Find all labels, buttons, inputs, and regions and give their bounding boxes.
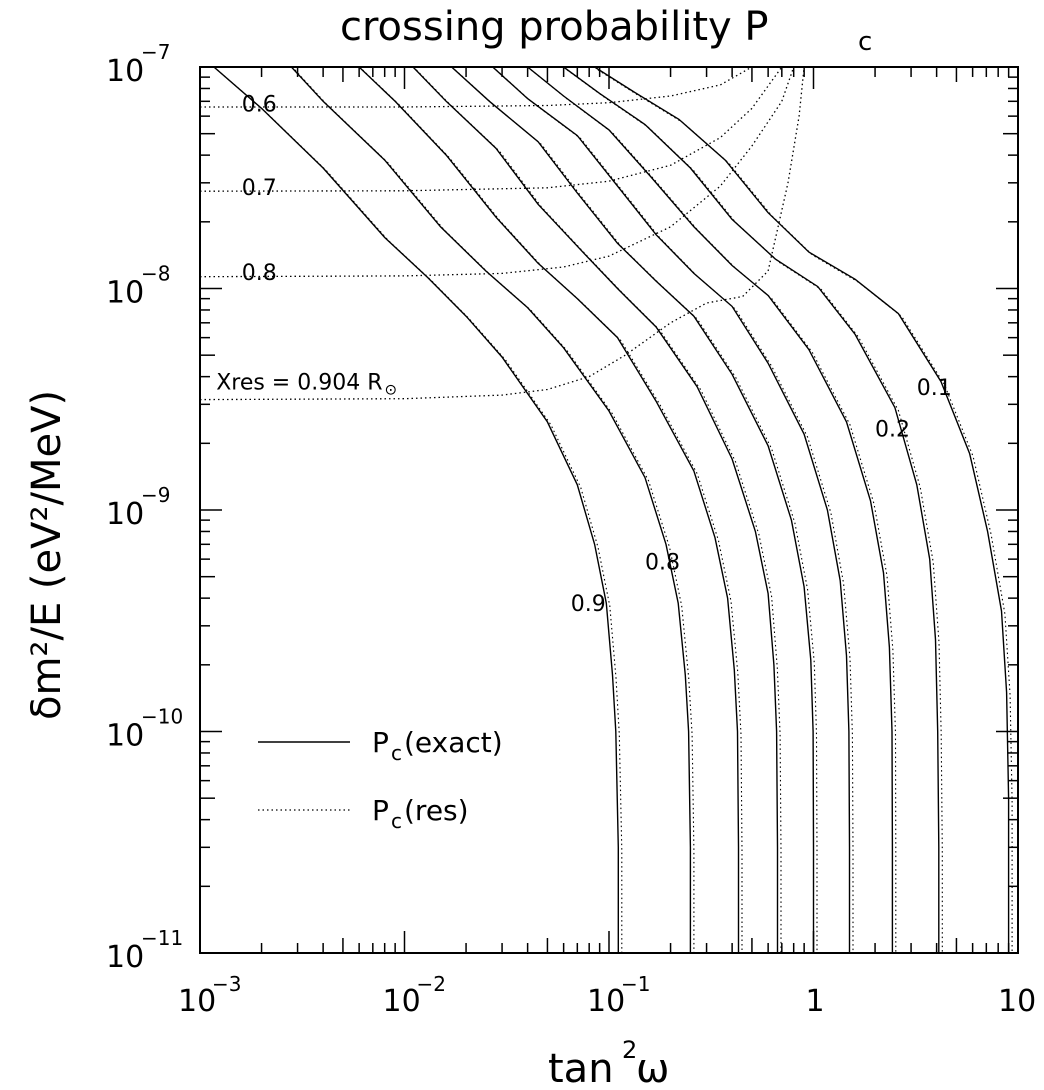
pc-exact-curve-2 xyxy=(358,67,740,953)
sun-symbol: ⊙ xyxy=(385,380,398,398)
chart-title-text: crossing probability P xyxy=(340,4,769,50)
x-tick-label: 10 xyxy=(587,984,625,1019)
y-tick-label: 10 xyxy=(106,719,144,754)
x-tick-label-exponent: −3 xyxy=(212,972,241,996)
x-tick-label: 10 xyxy=(178,984,216,1019)
pc-res-curve-3 xyxy=(416,69,782,953)
pc-res-curve-4 xyxy=(454,69,818,953)
pc-exact-curve-0 xyxy=(213,67,619,953)
curve-label: 0.7 xyxy=(242,176,277,201)
chart-title: crossing probability P c xyxy=(340,4,872,57)
xres-curve-0 xyxy=(200,67,753,108)
pc-exact-curve-3 xyxy=(412,67,779,953)
y-tick-label: 10 xyxy=(106,497,144,532)
curve-annotations: 0.6 0.7 0.8 Xres = 0.904 R ⊙ 0.9 0.8 0.2 0.1 xyxy=(216,92,952,617)
x-tick-label: 1 xyxy=(806,984,825,1019)
pc-res-curve-8 xyxy=(597,69,1013,953)
legend-label: P xyxy=(372,794,389,827)
curve-label: 0.8 xyxy=(645,550,680,575)
y-tick-label-exponent: −8 xyxy=(141,262,170,286)
legend-label-tail: (exact) xyxy=(404,726,503,759)
legend-label-tail: (res) xyxy=(404,794,469,827)
pc-exact-curves xyxy=(213,67,1013,953)
curve-label: 0.1 xyxy=(917,376,952,401)
pc-exact-curve-8 xyxy=(594,67,1010,953)
x-tick-label-exponent: −2 xyxy=(417,972,446,996)
legend-label: P xyxy=(372,726,389,759)
xres-curve-2 xyxy=(200,67,795,278)
y-tick-label: 10 xyxy=(106,940,144,975)
pc-res-curve-6 xyxy=(530,69,897,953)
curve-label: 0.9 xyxy=(571,592,606,617)
x-axis-label-text: tan xyxy=(548,1046,614,1090)
pc-exact-curve-1 xyxy=(290,67,692,953)
curve-label: 0.6 xyxy=(242,92,277,117)
y-tick-label-exponent: −11 xyxy=(141,926,183,950)
pc-exact-curve-4 xyxy=(451,67,815,953)
y-tick-label-exponent: −9 xyxy=(141,483,170,507)
legend-label-subscript: c xyxy=(391,741,402,765)
pc-exact-curve-6 xyxy=(527,67,894,953)
pc-exact-curve-7 xyxy=(563,67,940,953)
y-tick-label: 10 xyxy=(106,54,144,89)
x-tick-label-exponent: −1 xyxy=(621,972,650,996)
curve-label: Xres = 0.904 R xyxy=(216,370,382,395)
xres-curve-1 xyxy=(200,67,783,192)
y-tick-label-exponent: −10 xyxy=(141,705,183,729)
curve-label: 0.2 xyxy=(875,417,910,442)
y-tick-label: 10 xyxy=(106,276,144,311)
chart-title-subscript: c xyxy=(858,27,872,57)
x-tick-label: 10 xyxy=(998,984,1036,1019)
x-axis-label-omega: ω xyxy=(636,1046,670,1090)
pc-res-curve-7 xyxy=(566,69,943,953)
x-tick-label: 10 xyxy=(383,984,421,1019)
legend-label-subscript: c xyxy=(391,809,402,833)
xres-curve-3 xyxy=(200,67,805,401)
axis-ticks xyxy=(199,67,1018,954)
pc-res-curve-1 xyxy=(294,69,695,953)
pc-res-curve-5 xyxy=(495,69,854,953)
y-axis-label: δm²/E (eV²/MeV) xyxy=(24,390,70,720)
curve-label: 0.8 xyxy=(242,261,277,286)
y-tick-label-exponent: −7 xyxy=(141,40,170,64)
xres-dotted-curves xyxy=(200,67,805,401)
x-axis-label: tan 2 ω xyxy=(548,1036,670,1090)
x-axis-label-superscript: 2 xyxy=(622,1036,637,1064)
pc-exact-curve-5 xyxy=(492,67,851,953)
